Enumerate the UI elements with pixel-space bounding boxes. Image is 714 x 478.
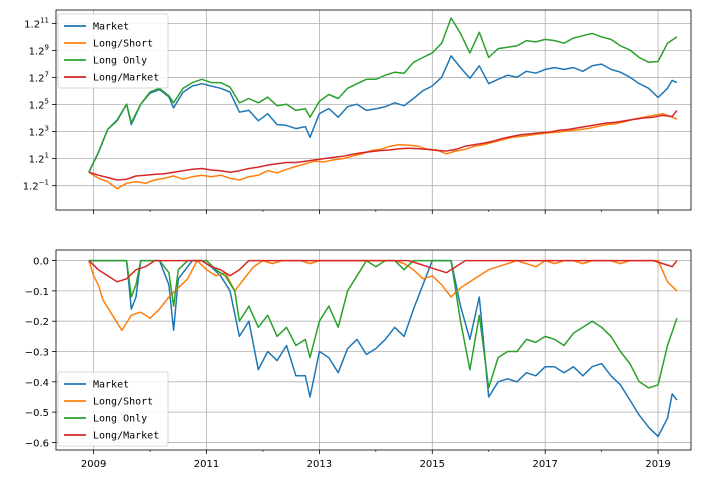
- legend-label: Market: [93, 380, 129, 391]
- y-tick-label: −0.2: [25, 317, 49, 328]
- legend-frame: [57, 13, 169, 89]
- x-tick-label: 2011: [194, 459, 219, 470]
- series-line-market: [88, 55, 678, 173]
- y-tick-label: 1.211: [24, 17, 49, 31]
- y-tick-label: 1.23: [29, 125, 49, 139]
- series-line-long-only: [88, 17, 678, 173]
- axes-frame: [55, 9, 692, 211]
- x-tick-label: 2015: [420, 459, 445, 470]
- series-line-long-short: [88, 112, 678, 190]
- x-tick-label: 2013: [307, 459, 332, 470]
- legend-label: Long/Market: [93, 73, 159, 84]
- y-tick-label: −0.6: [25, 438, 49, 449]
- x-tick-label: 2009: [81, 459, 106, 470]
- legend: Market Long/Short Long Only Long/Market: [57, 371, 169, 447]
- y-tick-label: 1.21: [29, 152, 49, 166]
- legend-label: Long Only: [93, 414, 147, 425]
- legend-label: Long Only: [93, 56, 147, 67]
- legend-label: Long/Short: [93, 39, 153, 50]
- y-tick-label: 1.25: [29, 98, 49, 112]
- series-line-market: [88, 259, 678, 438]
- y-tick-label: −0.1: [25, 287, 49, 298]
- legend-label: Market: [93, 22, 129, 33]
- legend-frame: [57, 371, 169, 447]
- y-tick-label: 0.0: [33, 257, 49, 268]
- legend: Market Long/Short Long Only Long/Market: [57, 13, 169, 89]
- series-line-long-market: [88, 109, 678, 181]
- y-tick-label: −0.5: [25, 408, 49, 419]
- legend-label: Long/Market: [93, 431, 159, 442]
- series-line-long-only: [88, 259, 678, 389]
- axes-frame: [55, 249, 692, 451]
- y-tick-label: 1.2−1: [23, 179, 49, 193]
- y-tick-label: 1.29: [29, 44, 49, 58]
- series-line-long-market: [88, 259, 678, 283]
- x-tick-label: 2019: [645, 459, 670, 470]
- y-tick-label: −0.4: [25, 378, 49, 389]
- panel-drawdown: 0.0 −0.1 −0.2 −0.3 −0.4 −0.5 −0.6 2009 2011 2013 2…: [25, 249, 692, 470]
- x-tick-label: 2017: [532, 459, 557, 470]
- y-tick-label: 1.27: [29, 71, 49, 85]
- y-tick-label: −0.3: [25, 348, 49, 359]
- panel-cumulative-returns: 1.2−1 1.21 1.23 1.25 1.27 1.29 1.211 Market Long…: [23, 9, 692, 214]
- legend-label: Long/Short: [93, 397, 153, 408]
